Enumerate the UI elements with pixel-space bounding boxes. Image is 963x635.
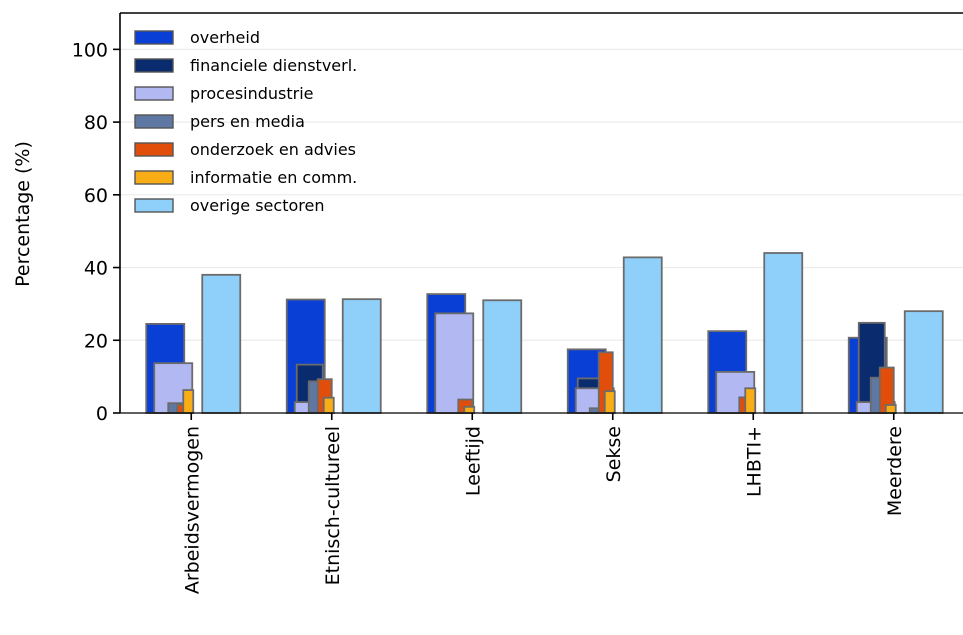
x-tick-label: Leeftijd [462,426,484,496]
legend-label: informatie en comm. [190,168,357,187]
y-tick-label: 0 [96,403,108,425]
y-axis-label: Percentage (%) [12,141,34,287]
x-tick-label: Arbeidsvermogen [181,426,203,594]
bar [884,404,897,414]
bar [482,299,523,414]
y-tick-label: 20 [84,330,108,352]
bar [182,389,195,414]
legend-swatch [134,114,174,129]
bar [603,390,616,414]
bar [322,396,335,414]
bar [434,312,475,414]
bars [145,252,944,414]
legend-label: financiele dienstverl. [190,56,357,75]
y-tick-label: 40 [84,258,108,280]
legend-swatch [134,58,174,73]
bar [622,256,663,414]
x-tick-label: Etnisch-cultureel [322,426,344,585]
grid-lines [120,48,963,341]
legend-label: onderzoek en advies [190,140,356,159]
bar [763,252,804,414]
bar [341,298,382,414]
x-tick-label: Sekse [603,426,625,482]
bar [744,387,757,414]
y-tick-label: 80 [84,112,108,134]
x-tick-label: Meerdere [884,426,906,516]
legend-swatch [134,198,174,213]
legend-swatch [134,86,174,101]
bar [201,273,242,414]
legend-label: procesindustrie [190,84,314,103]
legend-swatch [134,142,174,157]
x-tick-label: LHBTI+ [743,426,765,497]
legend-swatch [134,30,174,45]
legend-label: overheid [190,28,260,47]
legend-label: pers en media [190,112,305,131]
y-tick-label: 100 [72,39,108,61]
legend-swatch [134,170,174,185]
bar [463,405,476,414]
legend-label: overige sectoren [190,196,324,215]
axes: Arbeidsvermogen Etnisch-cultureel Leeftijd… [72,12,963,594]
y-tick-label: 60 [84,185,108,207]
bar [903,310,944,414]
legend: overheid financiele dienstverl. procesindu… [134,28,357,215]
